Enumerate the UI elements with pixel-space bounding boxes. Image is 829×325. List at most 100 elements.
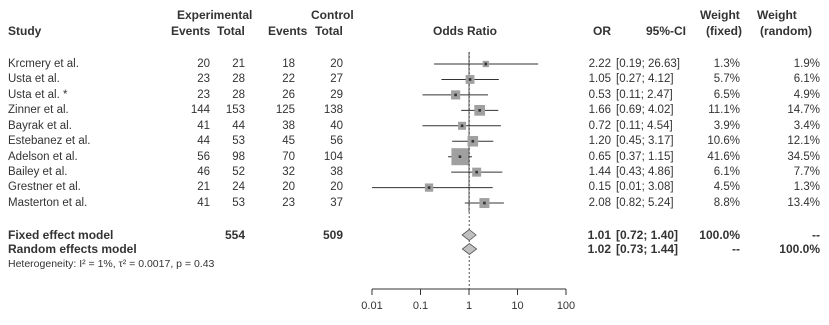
exp-events: 144 [190,104,210,116]
study-name: Usta et al. * [8,89,68,101]
study-estimate-point [475,170,478,174]
weight-random: 14.7% [787,104,820,116]
study-name: Adelson et al. [8,151,78,163]
study-estimate-point [483,201,486,205]
weight-fixed: 3.9% [713,120,740,132]
fixed-ctl-total: 509 [322,228,343,242]
header-ctl-total: Total [315,24,343,38]
weight-fixed: 10.6% [707,135,740,147]
ctl-total: 29 [330,89,343,101]
ci-value: [0.19; 26.63] [616,58,680,70]
study-estimate-point [458,155,462,158]
x-tick-label: 10 [511,300,523,312]
weight-fixed: 8.8% [713,197,740,209]
ci-value: [0.01; 3.08] [616,181,674,193]
fixed-or-value: 1.01 [587,228,611,242]
weight-random: 12.1% [787,135,820,147]
header-weight-1: Weight [757,8,797,22]
ctl-total: 138 [323,104,343,116]
x-tick-label: 1 [466,300,472,312]
random-weight-fixed: -- [732,242,740,256]
random-ci-value: [0.73; 1.44] [616,242,679,256]
fixed-exp-total: 554 [224,228,245,242]
ctl-events: 125 [275,104,295,116]
exp-total: 44 [232,120,245,132]
header-exp-total: Total [217,24,245,38]
study-estimate-point [468,78,472,81]
fixed-effect-label: Fixed effect model [8,228,114,242]
weight-random: 1.3% [793,181,820,193]
header-weight-random: (random) [760,24,812,38]
weight-random: 1.9% [793,58,820,70]
study-name: Bailey et al. [8,166,68,178]
exp-total: 153 [225,104,245,116]
ctl-total: 104 [323,151,343,163]
ctl-total: 37 [330,197,343,209]
exp-events: 44 [197,135,210,147]
or-value: 1.05 [588,73,611,85]
ci-value: [0.11; 4.54] [616,120,673,132]
exp-total: 28 [232,89,245,101]
exp-events: 23 [197,73,210,85]
weight-random: 3.4% [793,120,820,132]
exp-events: 20 [197,58,210,70]
header-study: Study [8,24,42,38]
weight-fixed: 5.7% [713,73,740,85]
x-tick-label: 100 [557,300,575,312]
header-control: Control [311,8,354,22]
random-effects-label: Random effects model [8,242,137,256]
or-value: 0.72 [588,120,611,132]
fixed-ci-value: [0.72; 1.40] [616,228,679,242]
ci-value: [0.43; 4.86] [616,166,674,178]
ctl-events: 38 [282,120,295,132]
exp-total: 21 [232,58,245,70]
weight-fixed: 6.1% [713,166,740,178]
weight-fixed: 4.5% [713,181,740,193]
ctl-events: 70 [282,151,295,163]
x-tick-label: 0.01 [361,300,382,312]
weight-fixed: 1.3% [713,58,740,70]
fixed-effect-diamond [461,228,477,242]
study-estimate-point [460,124,464,128]
study-name: Krcmery et al. [8,58,79,70]
weight-fixed: 6.5% [713,89,740,101]
exp-total: 53 [232,135,245,147]
random-weight-random: 100.0% [779,242,820,256]
or-value: 1.44 [588,166,611,178]
ci-value: [0.27; 4.12] [616,73,674,85]
ctl-total: 56 [330,135,343,147]
or-value: 0.15 [588,181,611,193]
exp-total: 53 [232,197,245,209]
study-estimate-point [454,93,457,97]
heterogeneity-text: Heterogeneity: I² = 1%, τ² = 0.0017, p =… [8,258,215,270]
weight-random: 6.1% [793,73,820,85]
weight-fixed: 11.1% [708,104,740,116]
or-value: 0.53 [588,89,611,101]
random-or-value: 1.02 [587,242,611,256]
exp-events: 46 [197,166,210,178]
study-estimate-point [427,186,431,189]
fixed-weight-random: -- [812,228,820,242]
ctl-events: 32 [282,166,295,178]
ctl-total: 38 [330,166,343,178]
exp-events: 21 [197,181,210,193]
ctl-total: 27 [330,73,343,85]
study-name: Grestner et al. [8,181,81,193]
ci-value: [0.69; 4.02] [616,104,674,116]
study-name: Zinner et al. [8,104,69,116]
weight-random: 34.5% [787,151,820,163]
ci-value: [0.37; 1.15] [616,151,674,163]
ctl-events: 18 [282,58,295,70]
header-weight-2: Weight [700,8,740,22]
exp-total: 98 [232,151,245,163]
study-name: Masterton et al. [8,197,88,209]
ctl-events: 23 [282,197,295,209]
ctl-events: 20 [282,181,295,193]
ctl-total: 20 [330,181,343,193]
or-value: 0.65 [588,151,611,163]
fixed-weight-fixed: 100.0% [699,228,740,242]
study-name: Bayrak et al. [8,120,72,132]
weight-random: 7.7% [793,166,820,178]
